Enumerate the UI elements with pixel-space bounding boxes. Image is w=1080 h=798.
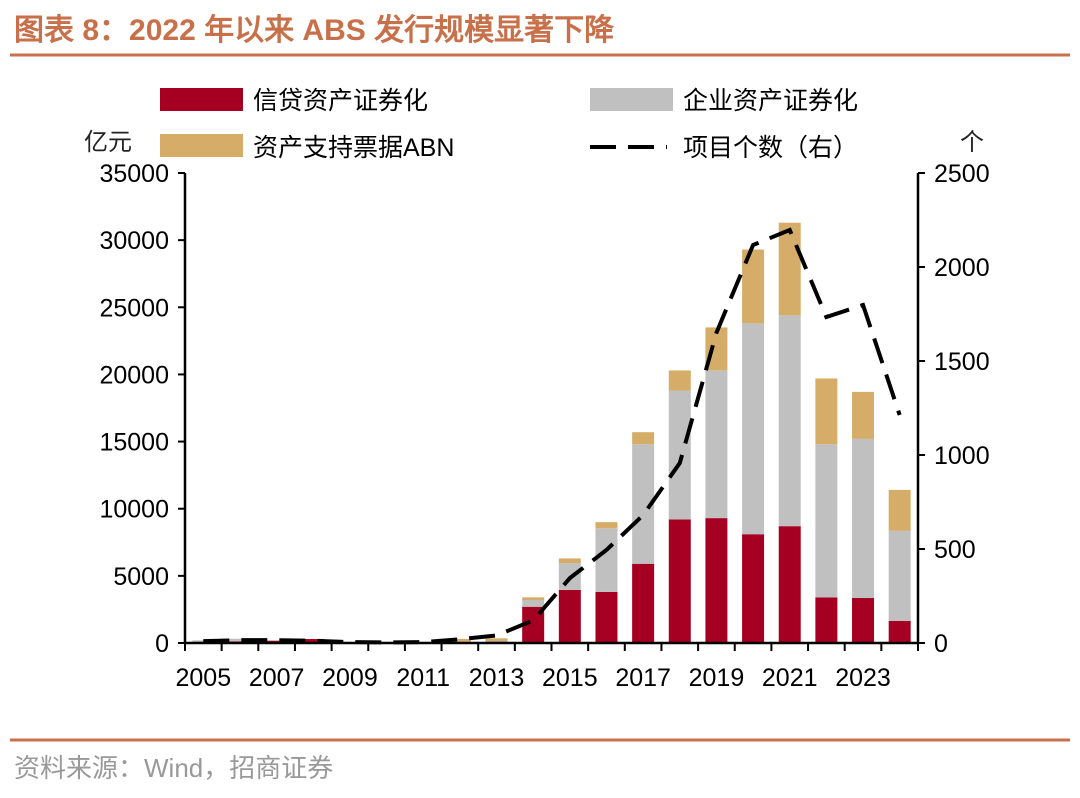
y2-tick-label: 1000 bbox=[934, 442, 990, 470]
source-note: 资料来源：Wind，招商证券 bbox=[14, 753, 333, 783]
y-tick-label: 20000 bbox=[99, 361, 169, 389]
legend: 信贷资产证券化 企业资产证券化 资产支持票据ABN 项目个数（右） bbox=[160, 87, 858, 162]
x-tick-label: 2005 bbox=[176, 664, 232, 692]
y2-tick-label: 0 bbox=[934, 630, 948, 658]
bar-abn-2021 bbox=[779, 223, 801, 316]
bar-credit-2023 bbox=[852, 598, 874, 643]
bar-abn-2015 bbox=[559, 558, 581, 563]
y2-tick-label: 500 bbox=[934, 536, 976, 564]
x-tick-label: 2011 bbox=[396, 664, 450, 692]
bar-corporate-2014 bbox=[522, 600, 544, 607]
bar-corporate-2020 bbox=[742, 323, 764, 534]
bar-corporate-2013 bbox=[486, 641, 508, 642]
bar-credit-2021 bbox=[779, 526, 801, 643]
bar-abn-2013 bbox=[486, 638, 508, 641]
bar-corporate-2024 bbox=[889, 531, 911, 621]
legend-label-abn: 资产支持票据ABN bbox=[253, 134, 454, 162]
legend-swatch-corporate bbox=[590, 88, 673, 111]
bar-credit-2015 bbox=[559, 590, 581, 643]
bar-corporate-2018 bbox=[669, 391, 691, 520]
bar-credit-2024 bbox=[889, 621, 911, 643]
bar-abn-2016 bbox=[595, 522, 617, 528]
bar-credit-2017 bbox=[632, 564, 654, 643]
bar-credit-2018 bbox=[669, 519, 691, 643]
legend-swatch-abn bbox=[160, 134, 243, 157]
y-tick-label: 30000 bbox=[99, 227, 169, 255]
y2-tick-label: 1500 bbox=[934, 348, 990, 376]
y2-tick-label: 2500 bbox=[934, 160, 990, 188]
legend-swatch-credit bbox=[160, 88, 243, 111]
bar-corporate-2022 bbox=[815, 444, 837, 597]
bar-abn-2023 bbox=[852, 392, 874, 439]
y-tick-label: 15000 bbox=[99, 429, 169, 457]
bar-credit-2020 bbox=[742, 534, 764, 643]
bar-abn-2014 bbox=[522, 597, 544, 600]
bar-abn-2017 bbox=[632, 432, 654, 444]
bar-corporate-2021 bbox=[779, 315, 801, 526]
y-tick-label: 10000 bbox=[99, 496, 169, 524]
bar-credit-2019 bbox=[705, 518, 727, 643]
x-tick-label: 2017 bbox=[615, 664, 671, 692]
y-tick-label: 5000 bbox=[113, 563, 169, 591]
legend-label-corporate: 企业资产证券化 bbox=[683, 87, 858, 115]
y-tick-label: 25000 bbox=[99, 294, 169, 322]
y2-tick-label: 2000 bbox=[934, 254, 990, 282]
x-tick-label: 2013 bbox=[469, 664, 525, 692]
x-tick-label: 2023 bbox=[835, 664, 891, 692]
x-tick-label: 2015 bbox=[542, 664, 598, 692]
y-tick-label: 0 bbox=[155, 630, 169, 658]
x-tick-label: 2009 bbox=[322, 664, 378, 692]
legend-label-count: 项目个数（右） bbox=[683, 134, 858, 162]
y-axis-label: 亿元 bbox=[84, 129, 132, 156]
x-tick-label: 2019 bbox=[689, 664, 745, 692]
y2-axis-label: 个 bbox=[960, 129, 984, 156]
chart-title: 图表 8：2022 年以来 ABS 发行规模显著下降 bbox=[14, 14, 615, 47]
bar-corporate-2016 bbox=[595, 528, 617, 592]
x-tick-label: 2021 bbox=[762, 664, 818, 692]
bar-abn-2022 bbox=[815, 378, 837, 444]
legend-label-credit: 信贷资产证券化 bbox=[253, 87, 428, 115]
x-tick-label: 2007 bbox=[249, 664, 305, 692]
bar-abn-2024 bbox=[889, 490, 911, 531]
bar-credit-2022 bbox=[815, 597, 837, 643]
bar-credit-2016 bbox=[595, 592, 617, 643]
bar-corporate-2023 bbox=[852, 439, 874, 598]
bar-abn-2018 bbox=[669, 370, 691, 390]
y-tick-label: 35000 bbox=[99, 160, 169, 188]
bar-corporate-2019 bbox=[705, 370, 727, 518]
